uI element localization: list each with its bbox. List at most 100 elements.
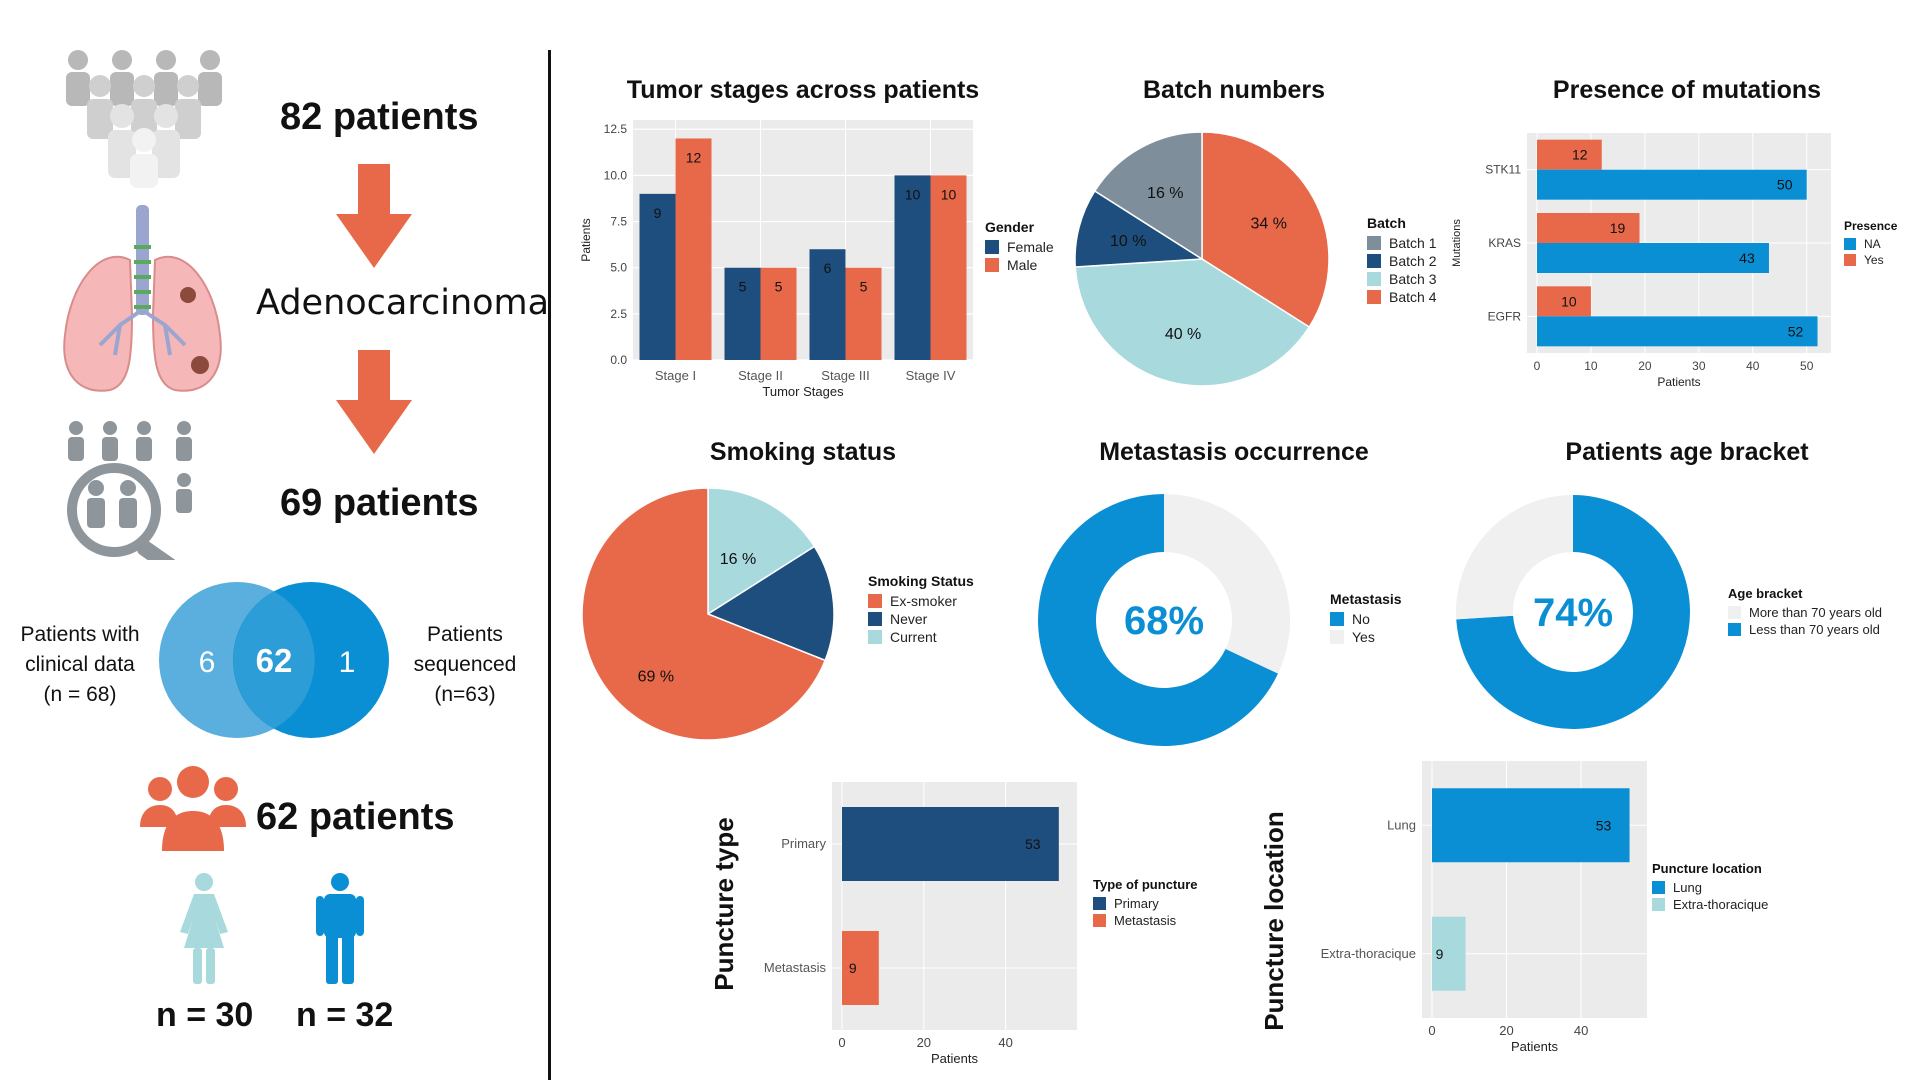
y-tick-label: Lung (1387, 817, 1416, 832)
chart-title: Metastasis occurrence (1099, 438, 1369, 466)
bar (1432, 916, 1466, 991)
y-tick-label: EGFR (1488, 309, 1522, 323)
y-tick-label: 2.5 (610, 307, 627, 321)
x-tick-label: 0 (1534, 359, 1541, 373)
legend-title: Metastasis (1330, 591, 1402, 607)
legend-label: Female (1007, 239, 1054, 255)
x-axis-label: Patients (1657, 375, 1700, 389)
bar (845, 267, 882, 360)
arrow-down-icon (336, 350, 412, 454)
bar-value-label: 43 (1739, 250, 1755, 266)
bar (842, 807, 1059, 881)
pie-slice-label: 69 % (638, 668, 674, 685)
bar (842, 931, 879, 1005)
donut-slice (1038, 494, 1279, 746)
y-tick-label: 5.0 (610, 261, 627, 275)
legend-label: Yes (1864, 253, 1884, 267)
bar-value-label: 53 (1596, 817, 1612, 833)
chart-title: Puncture location (1259, 811, 1289, 1031)
x-tick-label: Stage IV (906, 368, 956, 383)
bar-value-label: 9 (849, 960, 857, 976)
donut-slice (1164, 494, 1291, 674)
patients-filtered: 69 patients (280, 482, 479, 524)
diagnosis-label: Adenocarcinoma (256, 283, 550, 323)
legend-label: Lung (1673, 880, 1702, 895)
bar-value-label: 5 (860, 279, 868, 295)
pie-slice (1093, 131, 1203, 261)
pie-slice (706, 545, 835, 662)
chart-title: Puncture type (709, 817, 739, 990)
pie-slice (1074, 189, 1205, 268)
y-tick-label: KRAS (1488, 236, 1521, 250)
bar (1537, 139, 1602, 170)
legend-title: Smoking Status (868, 573, 974, 589)
bar (1537, 286, 1591, 317)
legend-title: Puncture location (1652, 861, 1762, 876)
donut-slice (1456, 495, 1690, 730)
chart-title: Tumor stages across patients (627, 76, 979, 104)
bar-value-label: 52 (1788, 323, 1804, 339)
legend-key (1330, 612, 1344, 626)
legend-key (1844, 254, 1856, 266)
y-tick-label: 10.0 (604, 168, 628, 182)
pie-slice-label: 16 % (720, 551, 756, 568)
bar-value-label: 12 (1572, 147, 1588, 163)
pie-slice-label: 34 % (1251, 215, 1287, 232)
x-tick-label: 40 (1746, 359, 1760, 373)
x-tick-label: 50 (1800, 359, 1814, 373)
legend-title: Type of puncture (1093, 877, 1197, 892)
pie-slice-label: 10 % (1110, 233, 1146, 250)
bar-value-label: 19 (1610, 220, 1626, 236)
legend-key (1652, 898, 1665, 911)
patients-final: 62 patients (256, 796, 455, 838)
legend-label: Yes (1352, 629, 1375, 645)
bar (1537, 316, 1818, 347)
pie-slice-label: 40 % (1165, 326, 1201, 343)
y-tick-label: Metastasis (764, 960, 827, 975)
pie-slice (707, 487, 816, 616)
legend-label: More than 70 years old (1749, 605, 1882, 620)
legend-key (1367, 254, 1381, 268)
bar (760, 267, 797, 360)
bar-value-label: 50 (1777, 177, 1793, 193)
venn-left-count: 6 (199, 646, 216, 679)
legend-label: Batch 2 (1389, 253, 1437, 269)
y-tick-label: 0.0 (610, 353, 627, 367)
x-tick-label: 40 (998, 1035, 1012, 1050)
legend-key (1367, 272, 1381, 286)
bar (675, 138, 712, 360)
legend-key (1728, 606, 1741, 619)
legend-title: Age bracket (1728, 586, 1803, 601)
x-tick-label: Stage III (821, 368, 869, 383)
legend-label: Ex-smoker (890, 593, 957, 609)
legend-label: Batch 4 (1389, 289, 1437, 305)
venn-right-label: Patients sequenced (n=63) (413, 623, 517, 706)
legend-key (868, 594, 882, 608)
legend-label: No (1352, 611, 1370, 627)
lungs-icon (63, 205, 222, 392)
legend-label: Primary (1114, 896, 1159, 911)
x-axis-label: Tumor Stages (762, 384, 844, 399)
pie-slice-label: 16 % (1147, 185, 1183, 202)
bar-value-label: 53 (1025, 836, 1041, 852)
bar-value-label: 10 (1561, 293, 1577, 309)
x-axis-label: Patients (931, 1051, 978, 1066)
pie-slice (1074, 258, 1311, 387)
legend-title: Gender (985, 219, 1035, 235)
y-tick-label: STK11 (1485, 163, 1521, 177)
legend-label: Extra-thoracique (1673, 897, 1768, 912)
legend-key (868, 630, 882, 644)
x-tick-label: 10 (1584, 359, 1598, 373)
bar (809, 249, 846, 360)
donut-slice (1456, 495, 1573, 620)
legend-key (1844, 238, 1856, 250)
legend-label: NA (1864, 237, 1881, 251)
x-tick-label: 40 (1574, 1023, 1588, 1038)
pie-slice (581, 487, 827, 741)
venn-diagram: 6 62 1 (159, 582, 389, 738)
legend-label: Never (890, 611, 928, 627)
bar-value-label: 10 (905, 186, 921, 202)
legend-key (1093, 897, 1106, 910)
legend-key (1367, 236, 1381, 250)
legend-label: Less than 70 years old (1749, 622, 1880, 637)
